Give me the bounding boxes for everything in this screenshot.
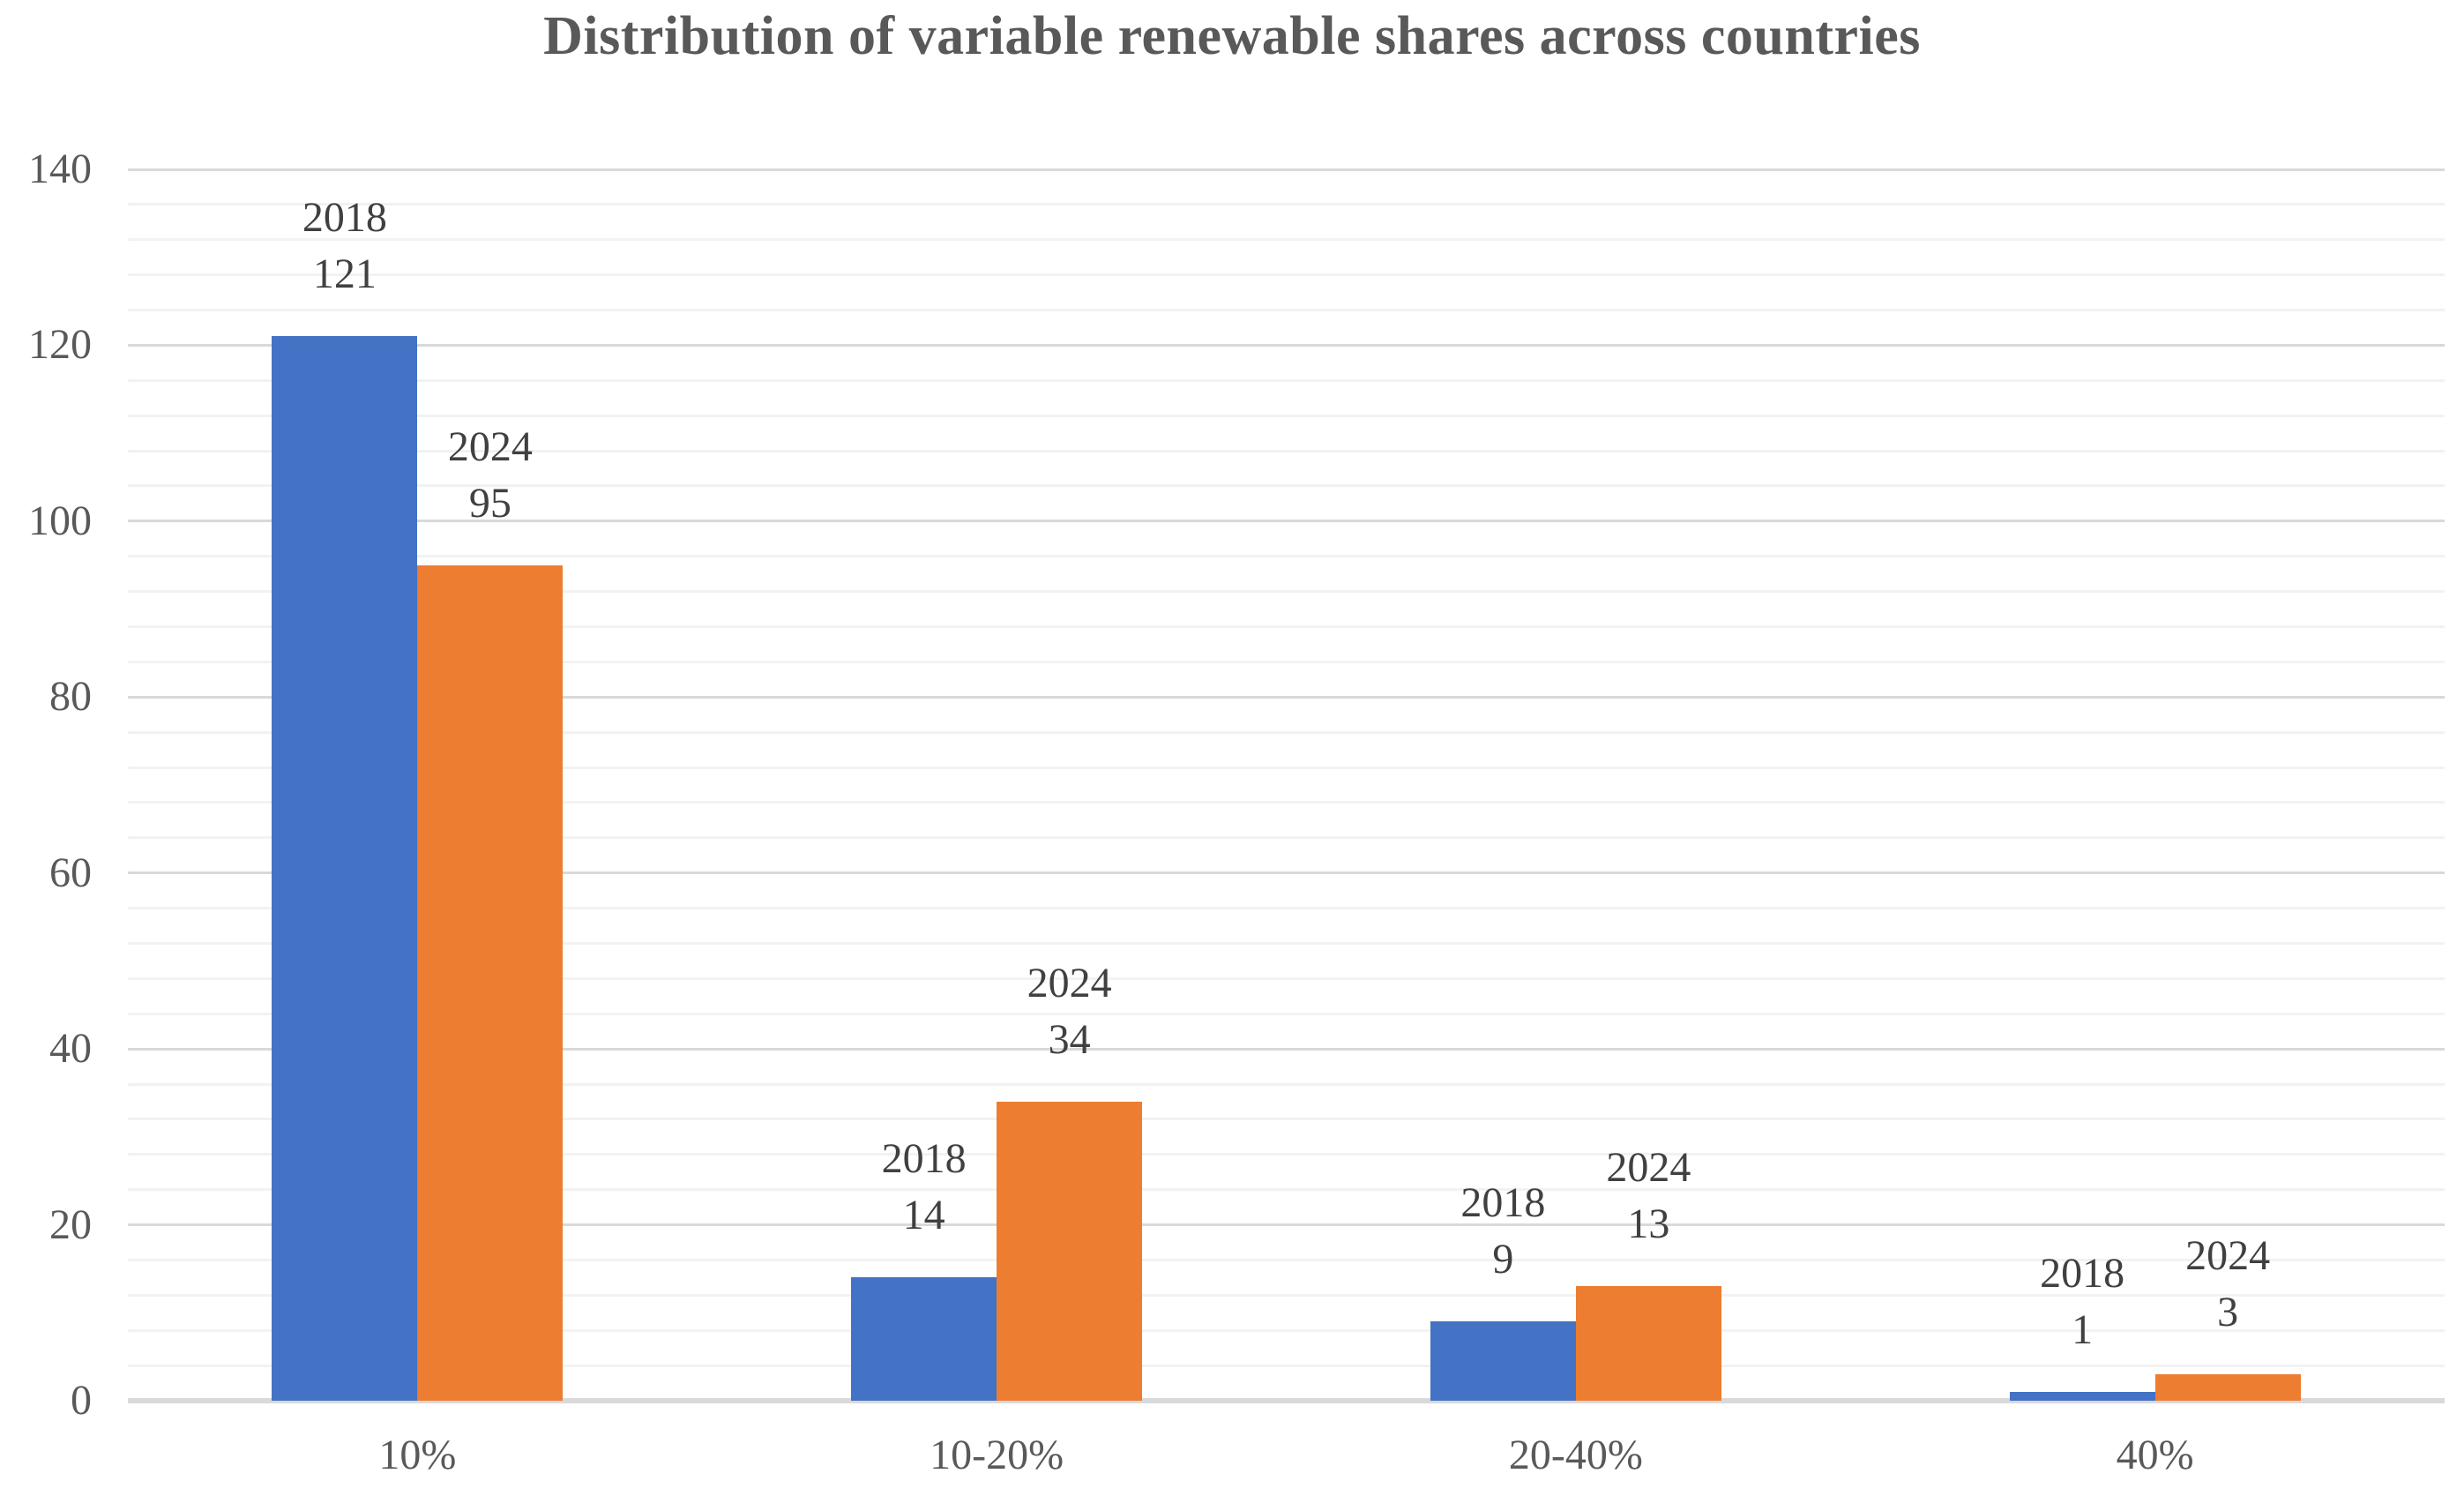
gridline-major xyxy=(128,871,2445,875)
gridline-minor xyxy=(128,378,2445,382)
gridline-minor xyxy=(128,660,2445,663)
data-label-year: 2018 xyxy=(302,194,387,242)
gridline-minor xyxy=(128,1293,2445,1297)
y-tick-label: 0 xyxy=(71,1377,92,1424)
data-label-year: 2024 xyxy=(2185,1232,2271,1280)
bar-data-label-2024: 2024 13 xyxy=(1507,1140,1789,1253)
gridline-major xyxy=(128,1047,2445,1051)
bar-2024 xyxy=(2154,1374,2301,1401)
bar-data-label-2024: 2024 3 xyxy=(2087,1228,2369,1341)
y-tick-label: 100 xyxy=(28,497,92,544)
gridline-minor xyxy=(128,625,2445,629)
gridline-minor xyxy=(128,766,2445,769)
gridline-minor xyxy=(128,203,2445,206)
chart-title: Distribution of variable renewable share… xyxy=(543,6,1921,66)
gridline-minor xyxy=(128,449,2445,453)
gridline-minor xyxy=(128,590,2445,594)
data-label-year: 2018 xyxy=(881,1135,967,1183)
bar-2018 xyxy=(851,1277,997,1401)
gridline-minor xyxy=(128,1082,2445,1086)
y-tick-label: 120 xyxy=(28,321,92,369)
gridline-minor xyxy=(128,1118,2445,1121)
data-label-value: 1 xyxy=(2072,1306,2094,1354)
data-label-value: 3 xyxy=(2217,1289,2239,1336)
gridline-minor xyxy=(128,942,2445,945)
gridline-minor xyxy=(128,836,2445,840)
data-label-year: 2024 xyxy=(1606,1144,1691,1192)
gridline-minor xyxy=(128,555,2445,558)
data-label-year: 2024 xyxy=(1027,959,1112,1006)
gridline-minor xyxy=(128,484,2445,488)
gridline-minor xyxy=(128,309,2445,312)
x-category-label: 40% xyxy=(2116,1432,2194,1478)
gridline-minor xyxy=(128,1153,2445,1156)
bar-2018 xyxy=(1430,1321,1576,1401)
y-tick-label: 140 xyxy=(28,146,92,192)
data-label-value: 14 xyxy=(902,1192,945,1239)
data-label-value: 95 xyxy=(468,479,511,527)
gridline-minor xyxy=(128,1188,2445,1192)
x-axis-line xyxy=(128,1398,2445,1403)
bar-2018 xyxy=(272,336,418,1401)
gridline-minor xyxy=(128,976,2445,980)
data-label-value: 9 xyxy=(1492,1236,1514,1283)
bar-data-label-2018: 2018 1 xyxy=(1941,1245,2223,1358)
gridline-major xyxy=(128,520,2445,523)
bar-data-label-2018: 2018 121 xyxy=(204,190,486,303)
gridline-major xyxy=(128,343,2445,347)
gridline-major xyxy=(128,168,2445,171)
gridline-minor xyxy=(128,730,2445,734)
data-label-value: 34 xyxy=(1048,1015,1091,1063)
gridline-minor xyxy=(128,1364,2445,1367)
gridline-minor xyxy=(128,273,2445,277)
bar-data-label-2018: 2018 9 xyxy=(1362,1175,1644,1288)
data-label-value: 13 xyxy=(1627,1201,1670,1248)
y-tick-label: 20 xyxy=(49,1201,92,1248)
gridline-minor xyxy=(128,1328,2445,1332)
gridline-minor xyxy=(128,801,2445,804)
bar-data-label-2018: 2018 14 xyxy=(783,1131,1065,1244)
data-label-value: 121 xyxy=(312,251,377,298)
bar-data-label-2024: 2024 34 xyxy=(929,955,1211,1068)
data-label-year: 2024 xyxy=(447,423,533,470)
bar-2024 xyxy=(997,1101,1143,1401)
y-tick-label: 60 xyxy=(49,849,92,896)
bar-data-label-2024: 2024 95 xyxy=(349,419,631,532)
y-tick-label: 40 xyxy=(49,1025,92,1073)
x-category-label: 10% xyxy=(378,1432,457,1478)
data-label-year: 2018 xyxy=(2040,1250,2125,1298)
gridline-major xyxy=(128,695,2445,699)
gridline-major xyxy=(128,1223,2445,1227)
bar-2018 xyxy=(2009,1392,2155,1401)
plot-area: 2018 121 2018 14 2018 9 2018 1 2024 95 2024 34 2024 1… xyxy=(128,168,2445,1403)
bar-2024 xyxy=(1575,1286,1721,1401)
x-category-label: 20-40% xyxy=(1508,1432,1643,1478)
gridline-minor xyxy=(128,414,2445,417)
data-label-year: 2018 xyxy=(1460,1179,1546,1227)
gridline-minor xyxy=(128,907,2445,910)
x-category-label: 10-20% xyxy=(930,1432,1064,1478)
gridline-minor xyxy=(128,238,2445,242)
bar-2024 xyxy=(417,565,564,1401)
gridline-minor xyxy=(128,1258,2445,1261)
gridline-minor xyxy=(128,1012,2445,1015)
y-tick-label: 80 xyxy=(49,673,92,721)
